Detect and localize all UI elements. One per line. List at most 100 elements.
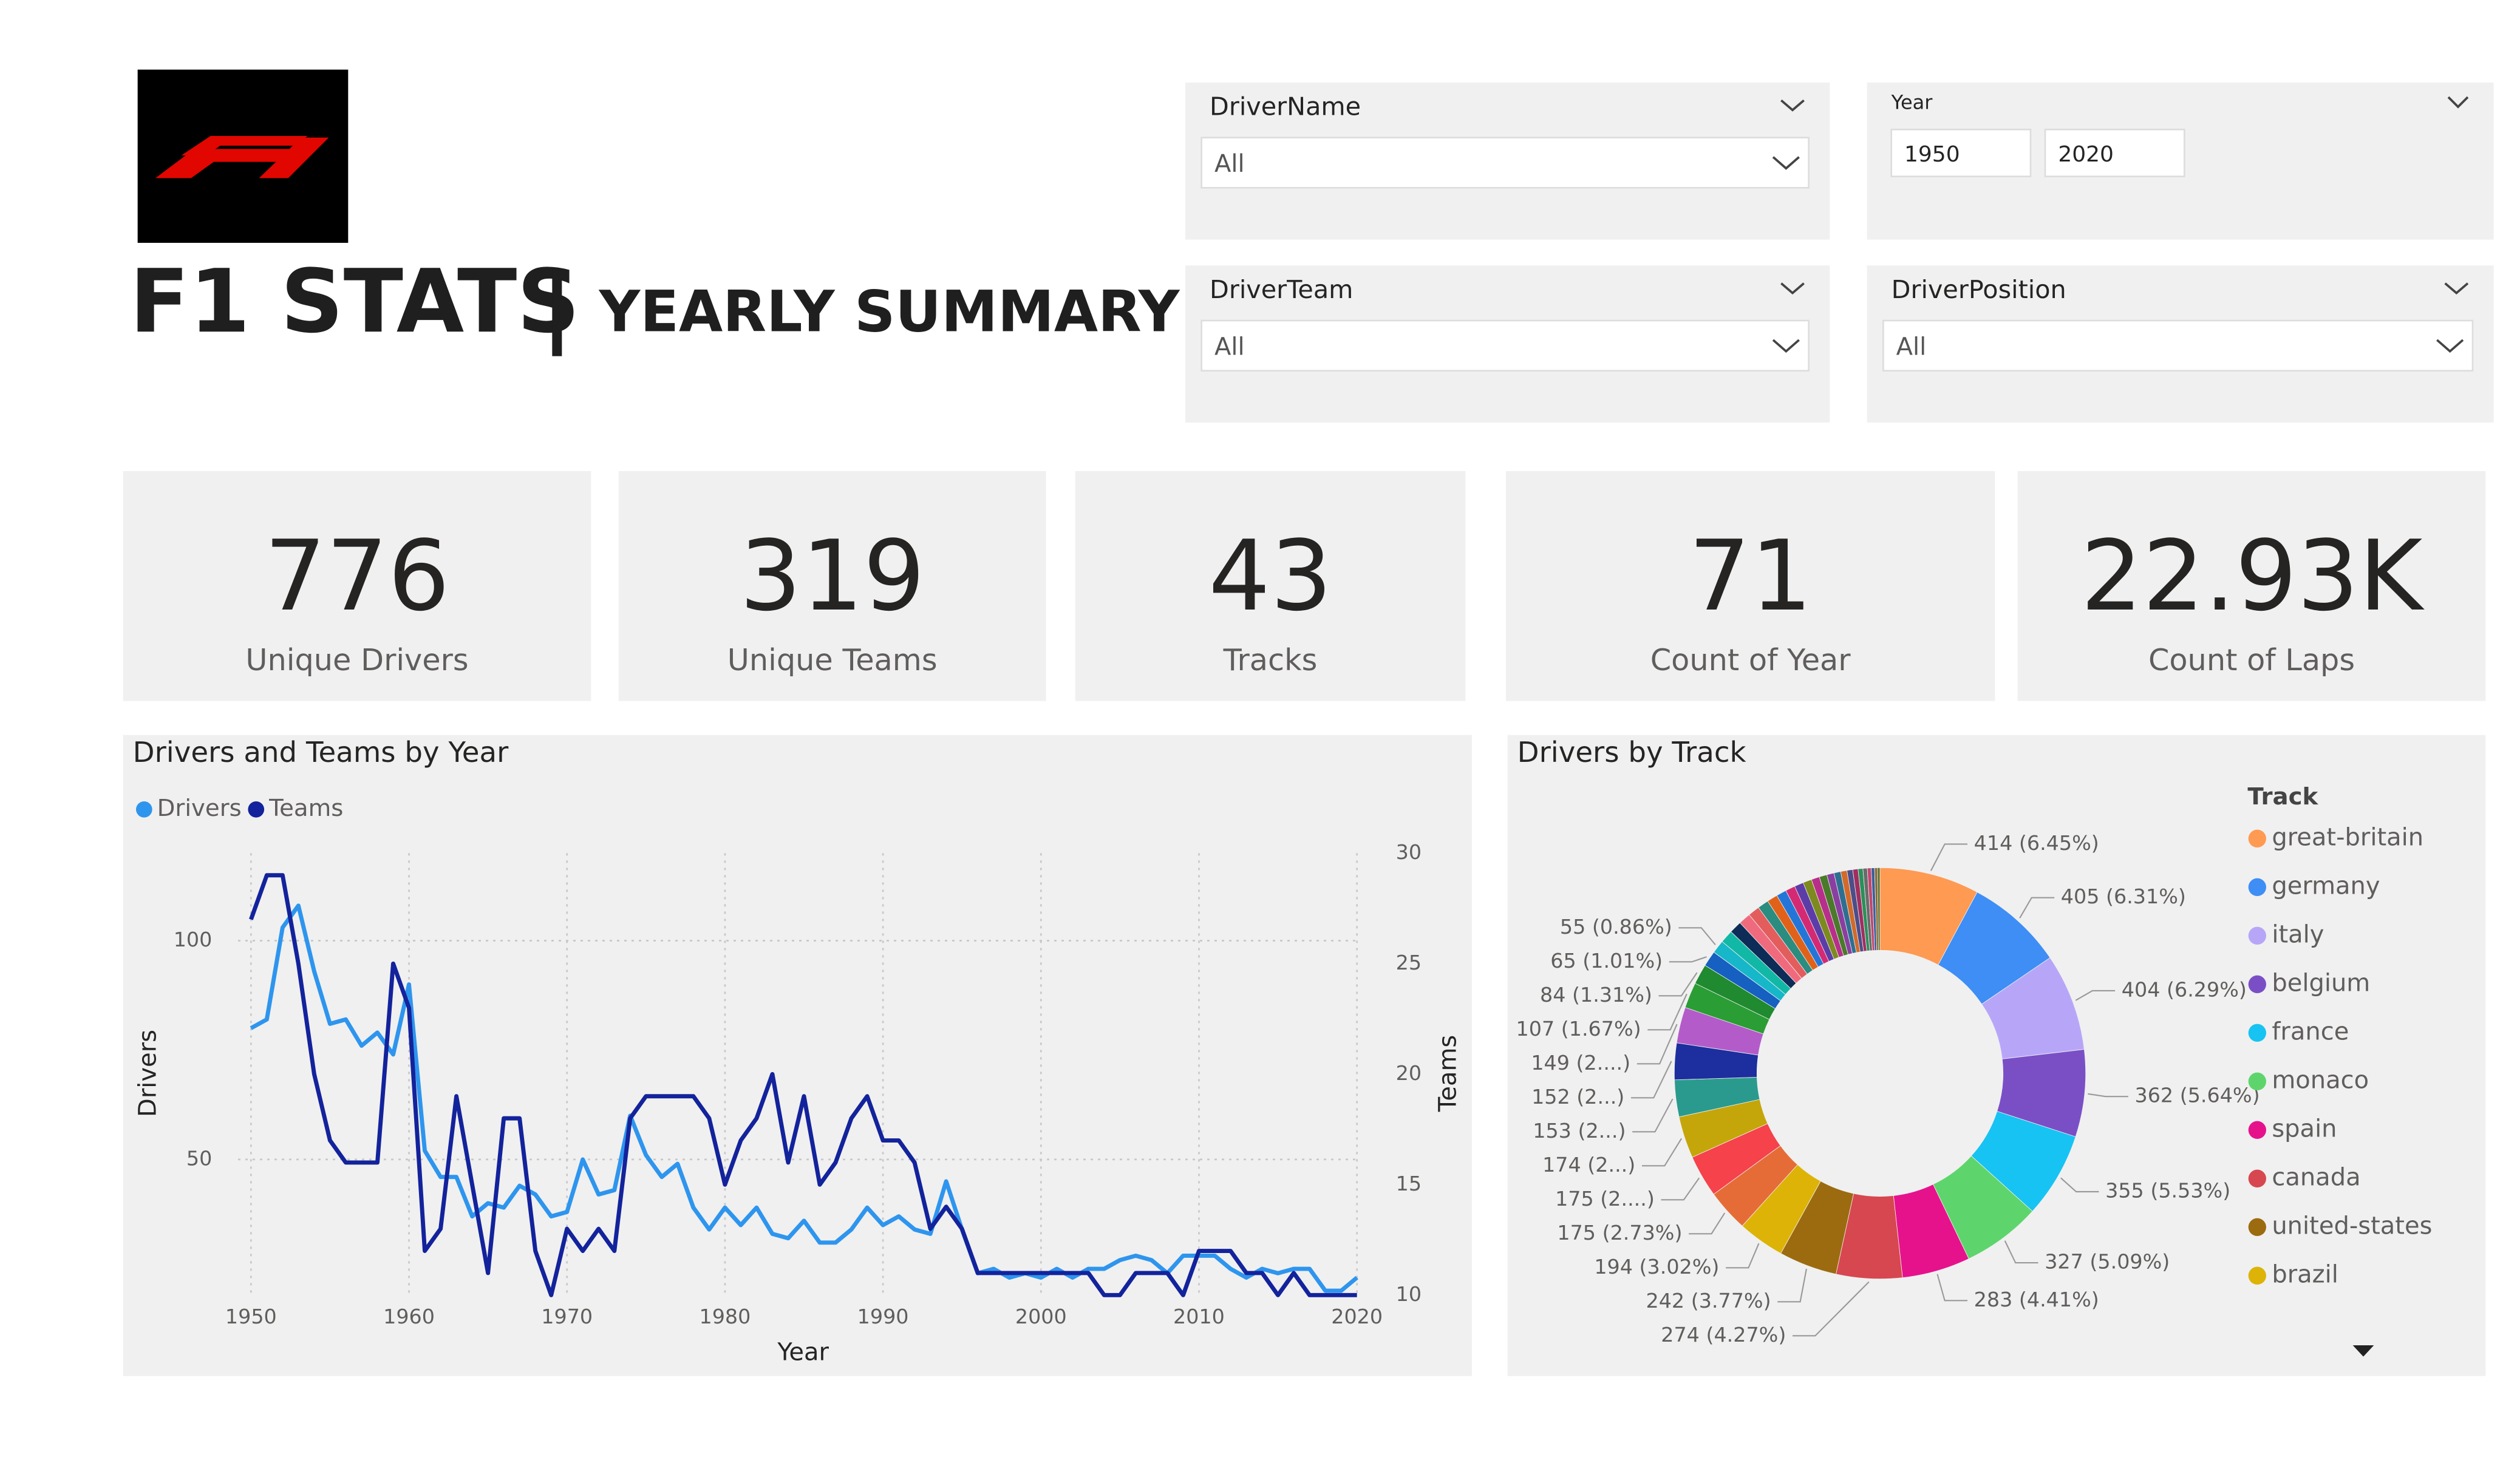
legend-marker [2248, 1072, 2266, 1090]
dropdown-arrow[interactable] [1772, 339, 1800, 353]
legend-marker [2248, 829, 2266, 847]
y-tick-label: 100 [174, 928, 213, 951]
data-label: 283 (4.41%) [1974, 1288, 2099, 1311]
filter-label: DriverPosition [1892, 275, 2066, 304]
data-label: 153 (2...) [1533, 1119, 1626, 1143]
data-label: 55 (0.86%) [1560, 915, 1672, 939]
filter-collapse[interactable] [2444, 282, 2469, 295]
legend-title: Track [2247, 783, 2318, 810]
y2-tick-label: 10 [1396, 1282, 1422, 1306]
data-label: 174 (2...) [1542, 1153, 1635, 1177]
dropdown[interactable] [1200, 319, 1810, 372]
leader-line [2019, 897, 2055, 919]
y-axis-label: Drivers [134, 1030, 162, 1117]
leader-line [2088, 1093, 2128, 1098]
legend-label: monaco [2272, 1066, 2369, 1094]
y2-tick-label: 15 [1396, 1172, 1422, 1195]
y2-tick-label: 30 [1396, 840, 1422, 864]
legend-marker [248, 801, 265, 818]
y2-tick-label: 25 [1396, 951, 1422, 974]
legend-marker [2248, 1266, 2266, 1285]
chart-title: Drivers and Teams by Year [133, 736, 509, 769]
data-label: 414 (6.45%) [1974, 831, 2099, 855]
x-axis-label: Year [777, 1338, 829, 1366]
dropdown[interactable] [1882, 319, 2474, 372]
legend-label: brazil [2272, 1260, 2338, 1288]
legend-scroll[interactable] [2352, 1345, 2374, 1357]
year-input[interactable] [2044, 129, 2185, 177]
legend-label: great-britain [2272, 823, 2423, 851]
leader-line [1647, 993, 1687, 1031]
legend-marker [2248, 1024, 2266, 1042]
dropdown-arrow[interactable] [1772, 156, 1800, 170]
data-label: 327 (5.09%) [2045, 1250, 2170, 1274]
legend-marker [2248, 1121, 2266, 1139]
filter-label: DriverName [1210, 92, 1361, 121]
donut-slice [1877, 867, 1881, 951]
leader-line [1641, 1138, 1683, 1167]
subtitle: YEARLY SUMMARY [599, 279, 1180, 345]
leader-line [1777, 1268, 1807, 1303]
logo-mark [155, 136, 329, 178]
data-label: 194 (3.02%) [1594, 1255, 1719, 1279]
year-input[interactable] [1890, 129, 2032, 177]
y-tick-label: 50 [186, 1146, 212, 1170]
filter-collapse[interactable] [1780, 99, 1805, 112]
data-label: 274 (4.27%) [1661, 1323, 1786, 1347]
leader-line [1678, 927, 1716, 945]
kpi-label: Unique Drivers [245, 642, 468, 678]
title-divider [552, 268, 562, 356]
kpi-label: Unique Teams [727, 642, 938, 678]
dropdown-value: All [1214, 333, 1245, 361]
legend-label: france [2272, 1017, 2349, 1045]
dropdown[interactable] [1200, 137, 1810, 189]
leader-line [2004, 1240, 2038, 1264]
data-label: 84 (1.31%) [1540, 983, 1652, 1007]
data-label: 175 (2.73%) [1557, 1221, 1682, 1245]
x-tick-label: 1990 [857, 1305, 909, 1328]
kpi-card [123, 471, 591, 701]
kpi-label: Count of Year [1650, 642, 1851, 678]
data-label: 107 (1.67%) [1516, 1017, 1641, 1041]
leader-line [1661, 1177, 1700, 1201]
legend-label: canada [2272, 1163, 2360, 1191]
x-tick-label: 1970 [541, 1305, 593, 1328]
title: F1 STATS [129, 250, 580, 352]
dropdown-arrow[interactable] [2436, 339, 2464, 353]
kpi-card [1506, 471, 1995, 701]
data-label: 242 (3.77%) [1646, 1289, 1771, 1313]
data-label: 65 (1.01%) [1550, 949, 1663, 973]
kpi-value: 776 [264, 519, 449, 633]
legend-label: germany [2272, 872, 2380, 900]
leader-line [1936, 1274, 1967, 1302]
leader-line [1630, 1061, 1672, 1099]
data-label: 355 (5.53%) [2105, 1179, 2230, 1203]
leader-line [2060, 1177, 2099, 1193]
filter-collapse[interactable] [1780, 282, 1805, 295]
legend-marker [2248, 926, 2266, 945]
kpi-value: 71 [1689, 519, 1813, 633]
legend-label: Teams [268, 795, 343, 822]
x-tick-label: 2000 [1015, 1305, 1067, 1328]
x-tick-label: 1960 [383, 1305, 435, 1328]
legend-label: belgium [2272, 969, 2370, 997]
legend-marker [2248, 1218, 2266, 1236]
data-label: 362 (5.64%) [2135, 1084, 2260, 1107]
leader-line [1636, 1024, 1678, 1065]
kpi-card [2017, 471, 2486, 701]
kpi-value: 22.93K [2081, 519, 2425, 633]
donut-chart-panel [1507, 735, 2486, 1376]
data-label: 404 (6.29%) [2122, 977, 2247, 1001]
series-line [250, 903, 1358, 1293]
legend-marker [2248, 1169, 2266, 1187]
kpi-value: 319 [740, 519, 925, 633]
data-label: 152 (2...) [1531, 1085, 1624, 1109]
leader-line [2075, 990, 2116, 1001]
legend-label: Drivers [157, 795, 242, 822]
legend-label: spain [2272, 1115, 2337, 1143]
legend-label: united-states [2272, 1212, 2432, 1240]
line-chart-panel [123, 735, 1472, 1376]
filter-collapse[interactable] [2447, 96, 2469, 109]
leader-line [1669, 956, 1707, 963]
